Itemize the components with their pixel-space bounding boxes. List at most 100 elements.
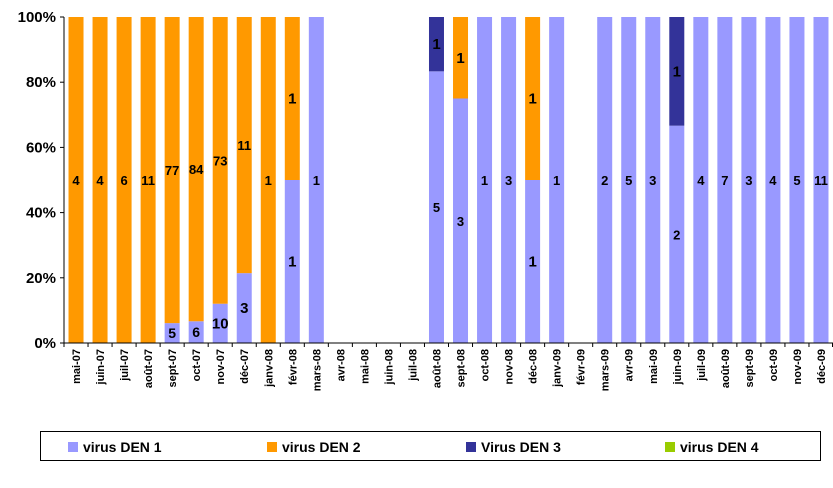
bar-segment (621, 17, 637, 343)
data-label: 1 (456, 50, 464, 67)
bar-segment (428, 17, 444, 72)
bar-segment (717, 17, 733, 343)
bar-segment (693, 17, 709, 343)
x-tick-label: déc-09 (816, 349, 828, 384)
bar-segment (284, 17, 300, 180)
data-label: 2 (601, 173, 608, 188)
x-tick-label: juin-08 (383, 349, 395, 385)
x-tick-label: nov-09 (792, 349, 804, 384)
y-tick-label: 100% (18, 9, 56, 26)
data-label: 1 (481, 173, 488, 188)
bar-segment (765, 17, 781, 343)
legend-label-den1: virus DEN 1 (83, 439, 162, 455)
x-tick-label: juil-07 (119, 349, 131, 382)
x-tick-label: sept-08 (456, 349, 468, 388)
data-label: 3 (240, 300, 248, 317)
x-tick-label: nov-08 (504, 349, 516, 384)
bar-segment (669, 17, 685, 126)
bar-segment (525, 180, 541, 343)
plot-bars (68, 17, 829, 344)
y-tick-label: 20% (26, 270, 56, 287)
bar-segment (284, 180, 300, 343)
x-tick-label: juil-08 (407, 349, 419, 382)
legend-swatch-den2 (267, 442, 277, 452)
bar-segment (236, 17, 252, 274)
x-tick-label: mars-08 (311, 349, 323, 391)
legend-swatch-den3 (466, 442, 476, 452)
data-label: 3 (649, 173, 656, 188)
data-label: 11 (237, 138, 251, 153)
y-tick-label: 0% (34, 335, 56, 352)
legend-label-den3: Virus DEN 3 (481, 439, 561, 455)
bar-segment (188, 321, 204, 343)
bar-segment (212, 303, 228, 343)
x-tick-label: nov-07 (215, 349, 227, 384)
data-label: 6 (120, 173, 127, 188)
data-label: 4 (72, 173, 80, 188)
data-label: 1 (313, 173, 320, 188)
legend-item-den4: virus DEN 4 (665, 438, 759, 456)
data-label: 3 (457, 214, 464, 229)
bar-segment (453, 17, 469, 99)
x-tick-label: mars-09 (600, 349, 612, 391)
x-tick-label: déc-07 (239, 349, 251, 384)
data-label: 5 (433, 200, 440, 215)
data-label: 1 (528, 91, 536, 108)
legend: virus DEN 1 virus DEN 2 Virus DEN 3 viru… (40, 431, 821, 461)
x-tick-label: déc-08 (528, 349, 540, 384)
bar-segment (525, 17, 541, 180)
bar-segment (68, 17, 84, 343)
bar-segment (428, 71, 444, 343)
data-label: 1 (432, 36, 440, 53)
x-tick-label: mai-07 (71, 349, 83, 384)
y-tick-label: 80% (26, 74, 56, 91)
legend-label-den2: virus DEN 2 (282, 439, 361, 455)
data-label: 10 (212, 315, 229, 332)
data-label: 11 (141, 173, 155, 188)
data-label: 6 (192, 324, 200, 340)
data-label: 1 (553, 173, 560, 188)
x-tick-label: févr-09 (576, 349, 588, 385)
bar-segment (188, 17, 204, 322)
bar-segment (453, 98, 469, 343)
x-tick-label: août-09 (720, 349, 732, 388)
bar-segment (92, 17, 108, 343)
x-tick-label: mai-08 (359, 349, 371, 384)
data-label: 11 (814, 173, 828, 188)
data-label: 1 (288, 254, 296, 271)
bar-segment (477, 17, 493, 343)
bar-segment (164, 17, 180, 324)
data-label: 1 (288, 91, 296, 108)
bar-segment (741, 17, 757, 343)
bar-segment (669, 125, 685, 344)
data-label: 2 (673, 227, 680, 242)
legend-swatch-den1 (68, 442, 78, 452)
x-tick-label: juin-09 (672, 349, 684, 385)
data-label: 4 (697, 173, 705, 188)
x-tick-label: mai-09 (648, 349, 660, 384)
data-label: 4 (769, 173, 777, 188)
x-tick-label: août-07 (143, 349, 155, 388)
x-tick-label: févr-08 (287, 349, 299, 385)
data-label: 5 (793, 173, 800, 188)
legend-item-den1: virus DEN 1 (68, 438, 162, 456)
x-axis: mai-07 juin-07 juil-07 août-07 sept-07 oct-07… (63, 342, 833, 391)
bar-segment (140, 17, 156, 343)
bar-segment (212, 17, 228, 304)
x-tick-label: sept-07 (167, 349, 179, 388)
data-label: 84 (189, 162, 204, 177)
data-label: 1 (265, 173, 272, 188)
y-axis: 0% 20% 40% 60% 80% 100% (18, 9, 65, 352)
x-tick-label: juin-07 (95, 349, 107, 385)
bar-segment (236, 273, 252, 343)
bar-segment (116, 17, 132, 343)
data-label: 7 (721, 173, 728, 188)
legend-swatch-den4 (665, 442, 675, 452)
data-label: 1 (528, 254, 536, 271)
legend-label-den4: virus DEN 4 (680, 439, 759, 455)
bar-segment (813, 17, 829, 343)
x-tick-label: oct-09 (768, 349, 780, 381)
bar-segment (597, 17, 613, 343)
data-label: 3 (505, 173, 512, 188)
